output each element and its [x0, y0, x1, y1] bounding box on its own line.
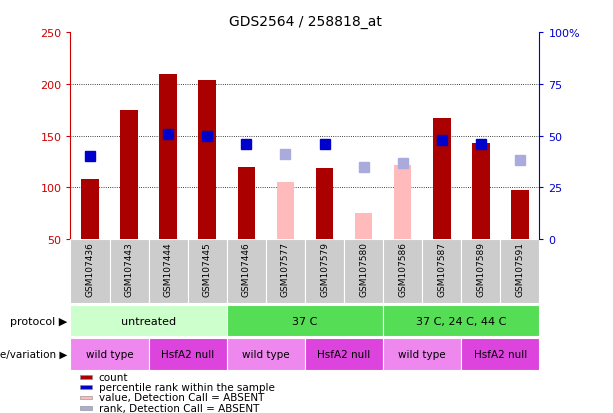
Text: genotype/variation ▶: genotype/variation ▶ — [0, 349, 67, 359]
Bar — [462, 240, 500, 304]
Text: GSM107587: GSM107587 — [437, 242, 446, 297]
Text: GSM107577: GSM107577 — [281, 242, 290, 297]
Bar — [227, 240, 266, 304]
Text: count: count — [99, 372, 128, 382]
Text: GSM107591: GSM107591 — [516, 242, 524, 297]
Text: HsfA2 null: HsfA2 null — [161, 349, 215, 359]
Text: 37 C, 24 C, 44 C: 37 C, 24 C, 44 C — [416, 316, 506, 326]
Bar — [355, 214, 372, 240]
Bar — [462, 339, 539, 370]
Bar — [149, 240, 188, 304]
Text: wild type: wild type — [86, 349, 134, 359]
Text: GSM107579: GSM107579 — [320, 242, 329, 297]
Bar — [70, 339, 149, 370]
Text: GSM107589: GSM107589 — [476, 242, 485, 297]
Bar — [80, 375, 91, 379]
Bar — [383, 240, 422, 304]
Text: rank, Detection Call = ABSENT: rank, Detection Call = ABSENT — [99, 403, 259, 413]
Bar — [199, 81, 216, 240]
Bar — [305, 339, 383, 370]
Bar — [70, 240, 110, 304]
Bar — [159, 74, 177, 240]
Text: wild type: wild type — [398, 349, 446, 359]
Bar — [110, 240, 149, 304]
Bar — [422, 240, 462, 304]
Text: GSM107444: GSM107444 — [164, 242, 173, 296]
Bar — [266, 240, 305, 304]
Text: percentile rank within the sample: percentile rank within the sample — [99, 382, 275, 392]
Bar — [227, 306, 383, 337]
Text: GSM107446: GSM107446 — [242, 242, 251, 296]
Bar — [344, 240, 383, 304]
Text: wild type: wild type — [242, 349, 290, 359]
Bar — [472, 143, 490, 240]
Text: GSM107436: GSM107436 — [86, 242, 94, 296]
Text: value, Detection Call = ABSENT: value, Detection Call = ABSENT — [99, 392, 264, 403]
Bar — [80, 385, 91, 389]
Text: GSM107443: GSM107443 — [124, 242, 134, 296]
Bar — [500, 240, 539, 304]
Text: GSM107580: GSM107580 — [359, 242, 368, 297]
Bar — [149, 339, 227, 370]
Bar — [188, 240, 227, 304]
Bar — [383, 306, 539, 337]
Bar — [238, 167, 255, 240]
Bar — [433, 119, 451, 240]
Bar — [383, 339, 462, 370]
Text: 37 C: 37 C — [292, 316, 318, 326]
Bar — [316, 169, 333, 240]
Bar — [120, 110, 138, 240]
Bar — [511, 191, 528, 240]
Text: protocol ▶: protocol ▶ — [10, 316, 67, 326]
Title: GDS2564 / 258818_at: GDS2564 / 258818_at — [229, 15, 381, 29]
Text: GSM107586: GSM107586 — [398, 242, 407, 297]
Text: GSM107445: GSM107445 — [203, 242, 211, 296]
Text: HsfA2 null: HsfA2 null — [318, 349, 371, 359]
Bar — [305, 240, 344, 304]
Bar — [227, 339, 305, 370]
Bar — [82, 180, 99, 240]
Text: HsfA2 null: HsfA2 null — [474, 349, 527, 359]
Bar — [394, 165, 411, 240]
Bar — [80, 406, 91, 410]
Bar — [70, 306, 227, 337]
Bar — [276, 183, 294, 240]
Text: untreated: untreated — [121, 316, 176, 326]
Bar — [80, 396, 91, 399]
